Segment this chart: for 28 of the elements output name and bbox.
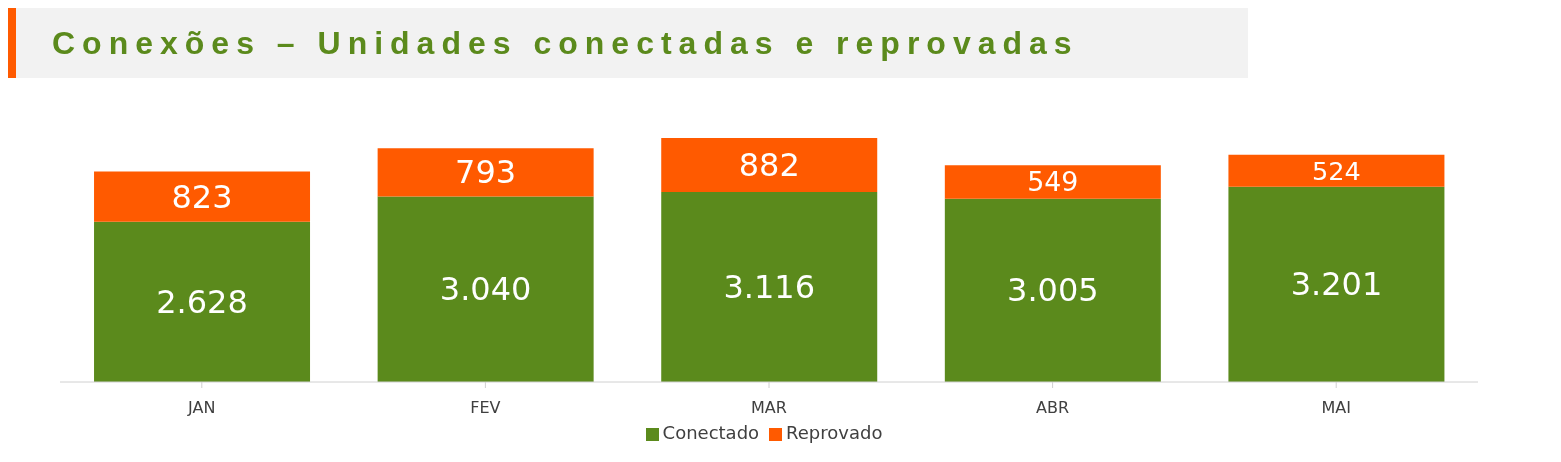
bar [1228, 154, 1445, 187]
x-tick-label: FEV [470, 398, 501, 418]
bar [944, 165, 1161, 199]
x-tick-label: MAR [751, 398, 787, 418]
x-tick-label: ABR [1036, 398, 1070, 418]
data-label: 882 [738, 146, 800, 185]
data-label: 549 [1027, 166, 1079, 198]
bar [94, 171, 311, 222]
bar [661, 191, 878, 382]
legend-label: Reprovado [786, 422, 883, 443]
data-label: 524 [1312, 155, 1361, 186]
data-label: 823 [171, 177, 233, 216]
bar [944, 198, 1161, 382]
data-label: 3.040 [439, 270, 532, 309]
data-label: 2.628 [156, 282, 248, 321]
data-label: 3.201 [1290, 265, 1383, 304]
bar [377, 196, 594, 382]
chart-title: Conexões – Unidades conectadas e reprovadas [52, 24, 1079, 62]
bar [377, 148, 594, 197]
data-label: 3.116 [723, 267, 816, 306]
bar [1228, 186, 1445, 382]
legend-label: Conectado [662, 422, 760, 443]
bar [661, 138, 878, 192]
bar [94, 221, 311, 382]
x-tick-label: MAI [1321, 398, 1351, 418]
data-label: 793 [455, 153, 517, 192]
x-tick-label: JAN [187, 398, 216, 418]
data-label: 3.005 [1007, 271, 1099, 310]
